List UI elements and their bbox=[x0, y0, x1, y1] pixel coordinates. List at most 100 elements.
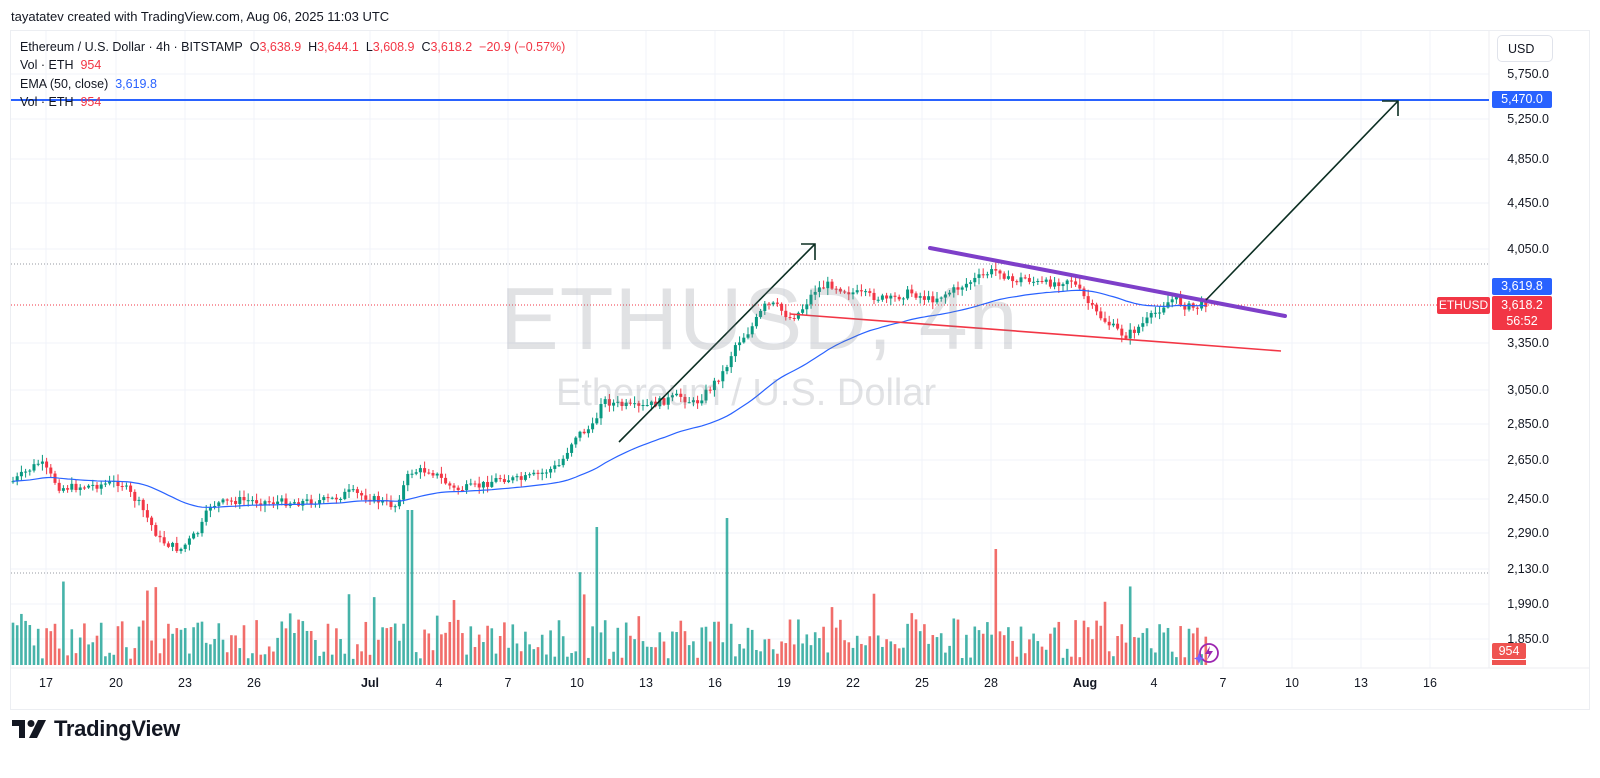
candle-body bbox=[691, 400, 695, 403]
time-axis-label: Aug bbox=[1072, 676, 1098, 690]
time-axis-label: 13 bbox=[1354, 676, 1368, 690]
volume-bar bbox=[167, 623, 170, 665]
candle-body bbox=[397, 499, 401, 507]
candle-body bbox=[872, 292, 876, 301]
candle-body bbox=[246, 500, 250, 502]
candle-body bbox=[717, 380, 721, 382]
volume-bar bbox=[57, 648, 61, 665]
candle-body bbox=[351, 489, 355, 491]
volume-bar bbox=[427, 633, 431, 665]
candle-body bbox=[418, 468, 422, 473]
legend-change: −20.9 (−0.57%) bbox=[479, 40, 566, 54]
legend-volume-row-2[interactable]: Vol · ETH 954 bbox=[20, 94, 102, 109]
volume-bar bbox=[616, 627, 620, 665]
candle-body bbox=[1036, 280, 1040, 282]
candle-body bbox=[448, 483, 452, 486]
volume-bar bbox=[704, 626, 708, 665]
candle-body bbox=[280, 498, 284, 502]
candle-body bbox=[948, 292, 952, 295]
candle-body bbox=[540, 472, 544, 474]
candle-body bbox=[61, 488, 65, 491]
candle-body bbox=[977, 274, 981, 278]
price-axis-label: 2,450.0 bbox=[1507, 492, 1549, 506]
candle-body bbox=[150, 517, 154, 526]
legend-ohlc-row[interactable]: Ethereum / U.S. Dollar · 4h · BITSTAMP O… bbox=[20, 40, 566, 54]
arrow-1-line bbox=[618, 243, 816, 443]
candle-body bbox=[817, 287, 821, 292]
candle-body bbox=[624, 402, 628, 407]
candle-body bbox=[1086, 296, 1090, 304]
volume-bar bbox=[1065, 648, 1069, 665]
candle-body bbox=[813, 291, 817, 295]
volume-bar bbox=[381, 627, 384, 665]
volume-bar bbox=[1057, 621, 1061, 665]
volume-bar bbox=[902, 647, 905, 665]
volume-bar bbox=[662, 641, 666, 665]
candle-body bbox=[192, 533, 196, 539]
candle-body bbox=[1011, 276, 1015, 282]
candle-body bbox=[960, 287, 964, 290]
legend-volume-row[interactable]: Vol · ETH 954 bbox=[20, 58, 102, 73]
volume-bar bbox=[272, 651, 275, 665]
volume-bar bbox=[914, 619, 918, 665]
volume-bar bbox=[1141, 632, 1145, 665]
volume-bar bbox=[398, 640, 401, 665]
candle-body bbox=[267, 501, 271, 503]
volume-bar bbox=[561, 636, 565, 665]
legend-close: 3,618.2 bbox=[430, 40, 473, 54]
candle-body bbox=[855, 290, 859, 293]
tradingview-logo[interactable]: TradingView bbox=[12, 716, 180, 742]
volume-bar bbox=[461, 633, 464, 665]
volume-bar bbox=[532, 649, 536, 665]
candle-body bbox=[473, 483, 477, 485]
volume-bar bbox=[784, 643, 788, 665]
candle-body bbox=[570, 444, 574, 453]
candle-body bbox=[687, 402, 691, 404]
candle-body bbox=[162, 537, 166, 544]
candle-body bbox=[334, 497, 338, 500]
candle-body bbox=[423, 468, 427, 473]
volume-bar bbox=[1196, 627, 1199, 665]
candle-body bbox=[880, 295, 884, 300]
volume-bar bbox=[217, 623, 221, 665]
candle-body bbox=[179, 548, 183, 552]
volume-bar bbox=[70, 629, 74, 665]
volume-bar bbox=[755, 649, 758, 665]
candle-body bbox=[124, 485, 128, 487]
legend-ema-row[interactable]: EMA (50, close) 3,619.8 bbox=[20, 76, 157, 91]
volume-bar bbox=[1082, 620, 1086, 665]
currency-button[interactable]: USD bbox=[1497, 35, 1553, 62]
candle-body bbox=[738, 342, 742, 346]
volume-bar bbox=[330, 654, 334, 665]
candle-body bbox=[435, 473, 439, 476]
candle-body bbox=[229, 500, 233, 502]
volume-bar bbox=[767, 638, 771, 665]
candle-body bbox=[238, 496, 242, 504]
candle-body bbox=[696, 400, 700, 404]
volume-bar bbox=[452, 600, 456, 665]
volume-bar bbox=[389, 627, 393, 665]
volume-bar bbox=[847, 642, 851, 665]
candle-body bbox=[952, 287, 956, 293]
candle-body bbox=[250, 500, 254, 502]
volume-bar bbox=[1128, 586, 1132, 665]
candle-body bbox=[729, 356, 733, 368]
volume-bar bbox=[309, 631, 313, 665]
volume-bar bbox=[587, 657, 590, 665]
boost-icon[interactable] bbox=[1193, 641, 1223, 672]
volume-bar bbox=[885, 639, 888, 665]
volume-bar bbox=[813, 632, 817, 665]
volume-bar bbox=[53, 623, 57, 665]
candle-body bbox=[326, 497, 330, 499]
volume-bar bbox=[860, 643, 863, 665]
candle-body bbox=[171, 542, 175, 547]
candle-body bbox=[549, 468, 553, 473]
candle-body bbox=[628, 402, 632, 404]
time-axis-label: 16 bbox=[1423, 676, 1437, 690]
candle-body bbox=[1174, 295, 1178, 300]
candle-body bbox=[612, 402, 616, 406]
candle-body bbox=[847, 292, 851, 295]
volume-tag: 954 bbox=[1492, 643, 1526, 659]
candle-body bbox=[733, 345, 737, 357]
